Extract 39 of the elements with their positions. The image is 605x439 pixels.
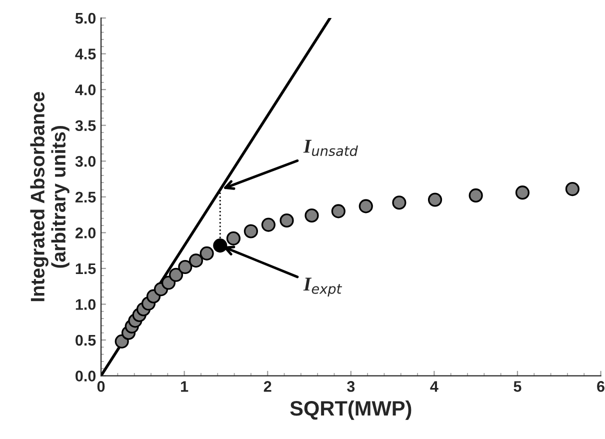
y-tick-label: 1.0 (76, 299, 96, 310)
point (168, 268, 184, 282)
point (178, 260, 192, 274)
point (280, 213, 294, 228)
point (565, 182, 580, 196)
y-tick-label: 3.5 (75, 120, 96, 132)
point (188, 254, 204, 268)
y-tick-label: 1.5 (76, 263, 96, 274)
y-tick-label: 4.0 (75, 84, 96, 96)
x-tick-label: 6 (597, 381, 604, 392)
y-axis-title: Integrated Absorbance (arbitrary units) (30, 92, 70, 302)
point (468, 188, 483, 203)
x-tick-label: 2 (264, 381, 272, 392)
annotation: I$_{expt}$ (303, 278, 342, 297)
annotation: I$_{unsatd}$ (303, 140, 358, 156)
x-tick-label: 4 (430, 381, 438, 392)
point (392, 196, 406, 210)
x-axis-title: SQRT(MWP) (290, 400, 412, 420)
y-tick-label: 2.5 (75, 192, 96, 203)
point (261, 218, 276, 232)
x-tick-label: 3 (347, 381, 355, 392)
y-tick-label: 5.0 (75, 12, 96, 24)
y-tick-label: 4.5 (75, 48, 96, 60)
point (358, 199, 373, 214)
y-tick-label: 0.0 (76, 370, 96, 382)
point (244, 224, 258, 238)
point (428, 192, 442, 207)
x-tick-label: 0 (97, 381, 105, 392)
point (200, 246, 214, 260)
y-tick-label: 0.5 (76, 334, 96, 346)
x-tick-label: 1 (181, 381, 188, 392)
y-tick-label: 2.0 (75, 228, 96, 238)
point (213, 238, 228, 253)
point (226, 231, 241, 246)
point (304, 208, 319, 223)
y-tick-label: 3.0 (75, 156, 96, 167)
x-tick-label: 5 (514, 381, 522, 392)
point (515, 186, 530, 200)
point (331, 204, 346, 218)
